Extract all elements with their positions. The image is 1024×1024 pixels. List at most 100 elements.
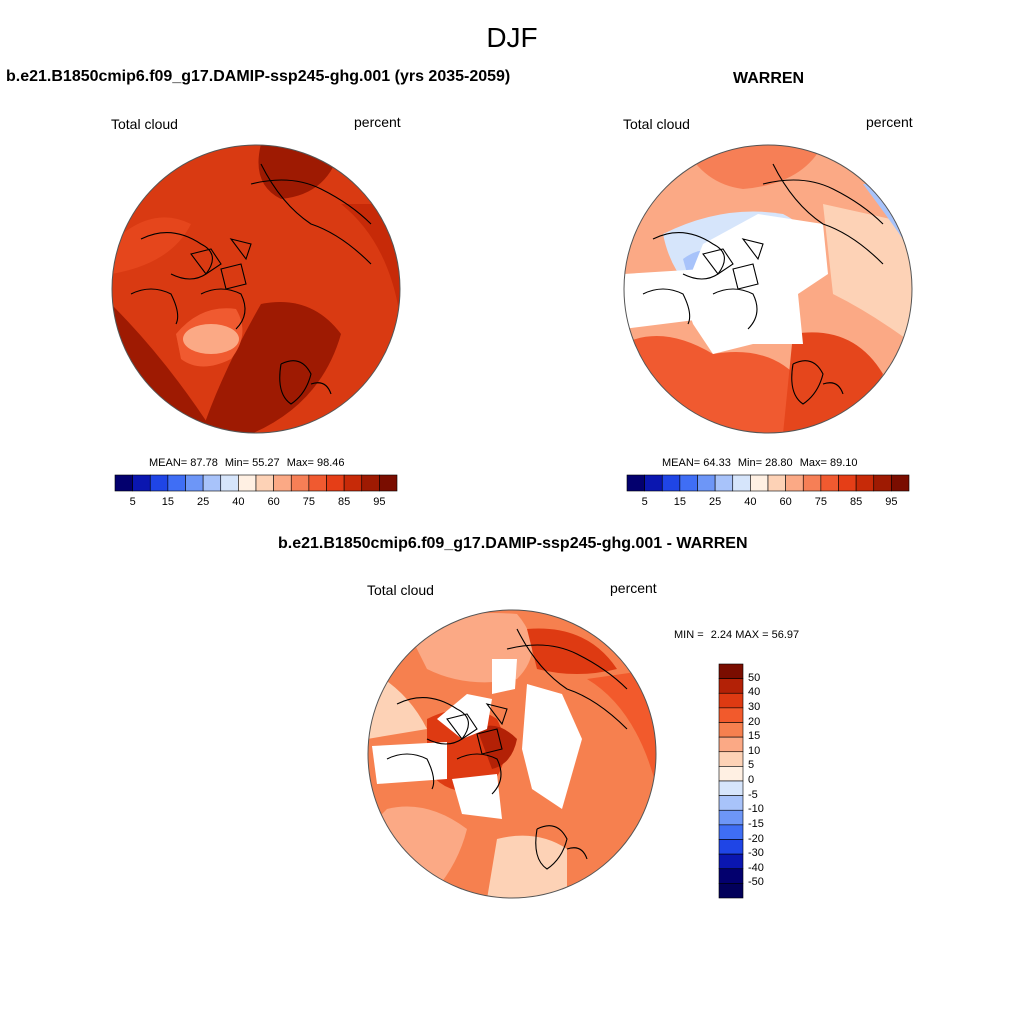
panel3-max-value: 56.97	[771, 629, 800, 641]
colorbar-swatch	[718, 853, 744, 870]
colorbar-swatch	[167, 474, 186, 492]
panel2-min-value: 28.80	[765, 457, 793, 469]
panel2-variable-label: Total cloud	[623, 116, 690, 132]
colorbar-tick-label: 15	[748, 730, 761, 743]
panel1-polar-map	[111, 144, 401, 434]
panel3-field-south	[487, 835, 567, 898]
panel2-field-east	[823, 204, 912, 344]
colorbar-swatch	[802, 474, 822, 492]
colorbar-swatch	[132, 474, 151, 492]
colorbar-tick-label: 0	[748, 774, 755, 786]
panel1-coastline-eurasia	[250, 163, 372, 265]
colorbar-tick-label: 25	[709, 496, 722, 508]
colorbar-tick-label: 40	[748, 686, 761, 699]
colorbar-tick-label: 60	[267, 496, 280, 508]
panel2-mean-value: 64.33	[703, 457, 731, 469]
colorbar-swatch	[644, 474, 663, 492]
colorbar-tick-label: 40	[232, 496, 245, 508]
colorbar-swatch	[718, 868, 744, 884]
colorbar-swatch	[873, 474, 892, 492]
panel2-colorbar	[626, 474, 910, 492]
colorbar-swatch	[697, 474, 716, 492]
panel1-mean-label: MEAN=	[149, 457, 188, 469]
colorbar-swatch	[820, 474, 839, 492]
colorbar-tick-label: -5	[748, 788, 758, 801]
panel1-variable-label: Total cloud	[111, 116, 178, 132]
panel3-field-mask-3	[522, 684, 582, 809]
panel3-coastline-europe	[535, 825, 588, 870]
panel1-field-west	[112, 217, 191, 274]
colorbar-swatch	[202, 474, 222, 492]
colorbar-tick-label: 40	[744, 496, 757, 508]
panel2-field-north	[683, 145, 823, 189]
panel3-colorbar-ticks: 50 40 30 20 15 10 5 0 -5 -10 -15 -20 -30 -40 -50	[748, 664, 788, 898]
panel1-title: b.e21.B1850cmip6.f09_g17.DAMIP-ssp245-gh…	[6, 68, 511, 85]
colorbar-tick-label: -10	[748, 803, 764, 816]
panel3-field-mask-1	[437, 694, 492, 739]
colorbar-swatch	[767, 474, 786, 492]
colorbar-tick-label: 75	[814, 496, 827, 508]
panel3-min-value: 2.24	[710, 629, 733, 641]
colorbar-swatch	[718, 707, 744, 723]
colorbar-tick-label: -15	[748, 817, 764, 830]
colorbar-swatch	[326, 474, 345, 492]
panel1-stats: MEAN= 87.78 Min= 55.27 Max= 98.46	[149, 457, 345, 469]
panel3-polar-map	[367, 609, 657, 899]
colorbar-swatch	[718, 751, 744, 767]
panel3-title: b.e21.B1850cmip6.f09_g17.DAMIP-ssp245-gh…	[278, 535, 748, 552]
panel3-variable-label: Total cloud	[367, 582, 434, 598]
panel2-mean-label: MEAN=	[662, 457, 701, 469]
colorbar-swatch	[714, 474, 734, 492]
panel1-mean-value: 87.78	[190, 457, 218, 469]
panel2-units-label: percent	[866, 114, 913, 130]
colorbar-swatch	[718, 678, 744, 694]
panel3-coastline-arctic-islands	[446, 703, 508, 755]
colorbar-swatch	[343, 474, 363, 492]
colorbar-swatch	[718, 795, 744, 811]
panel2-max-label: Max=	[799, 457, 827, 469]
panel2-coastline-europe	[791, 360, 844, 405]
colorbar-tick-label: 30	[748, 700, 761, 713]
colorbar-tick-label: -50	[748, 876, 764, 889]
colorbar-tick-label: 10	[748, 744, 761, 757]
colorbar-swatch	[718, 692, 744, 709]
panel3-field-mask-2	[492, 659, 517, 694]
colorbar-swatch	[718, 883, 744, 899]
colorbar-swatch	[718, 766, 744, 782]
colorbar-tick-label: 85	[338, 496, 351, 508]
colorbar-tick-label: 15	[161, 496, 174, 508]
panel3-max-label: MAX =	[735, 629, 769, 641]
colorbar-tick-label: 5	[748, 759, 755, 772]
colorbar-tick-label: -20	[748, 832, 764, 845]
panel2-max-value: 89.10	[829, 457, 858, 469]
colorbar-swatch	[718, 809, 744, 826]
colorbar-swatch	[679, 474, 698, 492]
colorbar-swatch	[718, 780, 744, 796]
colorbar-swatch	[661, 474, 681, 492]
colorbar-swatch	[891, 474, 910, 492]
colorbar-swatch	[626, 474, 645, 492]
panel2-coastline-north-america	[642, 232, 725, 325]
colorbar-swatch	[185, 474, 204, 492]
colorbar-swatch	[855, 474, 875, 492]
colorbar-swatch	[718, 722, 744, 738]
colorbar-swatch	[220, 474, 239, 492]
colorbar-swatch	[379, 474, 398, 492]
panel2-field-mask-center	[683, 214, 828, 354]
panel1-field-mid-east	[341, 204, 400, 324]
panel3-units-label: percent	[610, 580, 657, 596]
panel3-field-east	[587, 669, 656, 789]
colorbar-swatch	[290, 474, 310, 492]
colorbar-swatch	[718, 839, 744, 855]
panel2-coastline-greenland	[712, 288, 758, 330]
panel3-min-label: MIN =	[674, 629, 704, 641]
colorbar-swatch	[255, 474, 274, 492]
panel1-max-label: Max=	[286, 457, 314, 469]
colorbar-tick-label: 25	[197, 496, 210, 508]
panel3-colorbar	[718, 663, 744, 899]
panel1-coastline-greenland	[200, 288, 246, 330]
colorbar-tick-label: 60	[779, 496, 792, 508]
panel1-colorbar	[114, 474, 398, 492]
colorbar-tick-label: -40	[748, 861, 764, 874]
colorbar-swatch	[149, 474, 169, 492]
